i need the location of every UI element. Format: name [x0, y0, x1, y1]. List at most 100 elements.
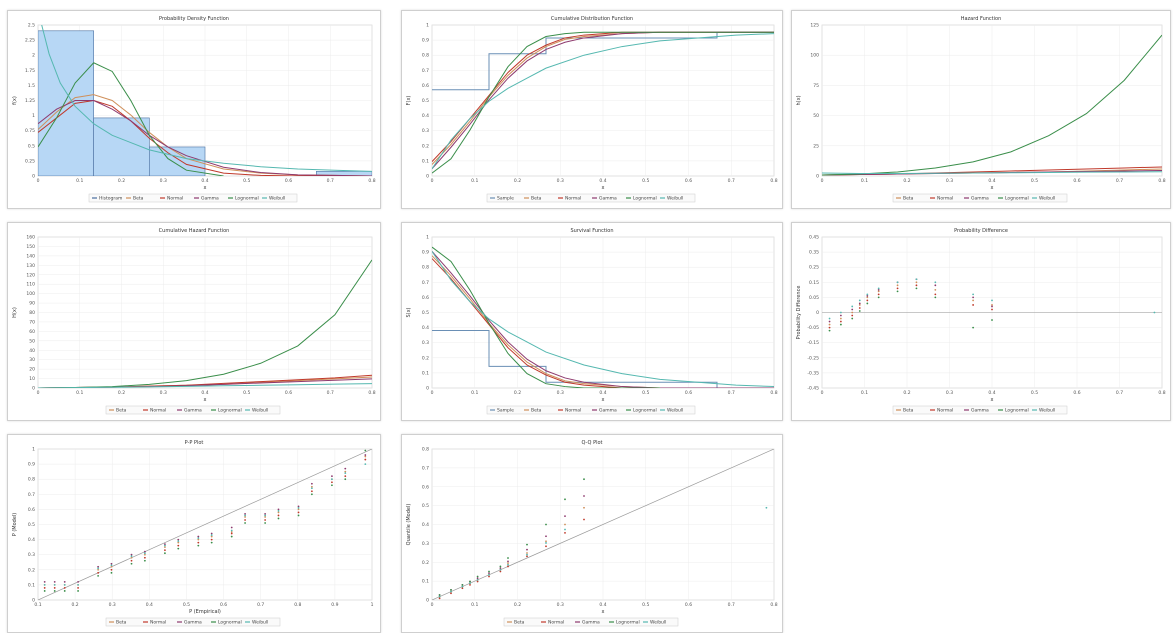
data-point [450, 589, 452, 591]
x-tick-label: 0.4 [146, 602, 153, 608]
y-tick-label: 0.7 [28, 492, 35, 498]
series-line [432, 258, 774, 388]
x-tick-label: 0.4 [599, 390, 606, 396]
x-tick-label: 0.2 [514, 390, 521, 396]
chart-panel: Q-Q Plot 0 0.1 0.2 0.3 0.4 0.5 0.6 0.7 0.8 0 0.1 0.2… [401, 434, 783, 633]
x-tick-label: 1 [371, 602, 374, 608]
data-point [177, 540, 180, 543]
data-point [344, 467, 347, 470]
legend-item: Weibull [252, 408, 268, 414]
y-tick-label: 1.25 [25, 98, 35, 104]
x-tick-label: 0.8 [368, 178, 375, 184]
data-point [197, 544, 200, 547]
y-tick-label: 0 [426, 174, 429, 180]
data-point [264, 516, 267, 518]
data-point [331, 475, 333, 478]
y-tick-label: 2.25 [25, 38, 35, 44]
y-tick-label: 0.25 [25, 158, 35, 164]
data-point [310, 482, 313, 485]
data-point [828, 323, 831, 326]
data-point [499, 570, 502, 573]
y-tick-label: 0.2 [28, 567, 35, 573]
chart-title: Q-Q Plot [581, 440, 602, 446]
data-point [915, 278, 918, 281]
x-tick-label: 0.7 [728, 390, 735, 396]
y-tick-label: 1.5 [28, 83, 35, 89]
x-axis-label: x [991, 397, 994, 403]
data-point [277, 514, 280, 517]
plot-content [38, 449, 372, 600]
data-point [564, 531, 566, 534]
data-point [43, 587, 46, 589]
y-tick-label: 0.7 [422, 280, 429, 286]
y-tick-label: 150 [26, 244, 35, 250]
series-line [432, 31, 774, 174]
data-point [828, 317, 831, 320]
y-tick-label: 0 [816, 310, 819, 316]
data-point [297, 514, 300, 517]
data-point [344, 470, 347, 473]
x-tick-label: 0.5 [642, 390, 649, 396]
x-tick-label: 0.3 [109, 602, 116, 608]
legend-item: Beta [531, 196, 542, 202]
data-point [77, 580, 79, 583]
data-point [499, 567, 502, 570]
data-point [828, 326, 831, 329]
plot-content [432, 246, 774, 388]
data-point [972, 326, 975, 329]
x-tick-label: 0 [431, 602, 434, 608]
x-tick-label: 0.3 [160, 178, 167, 184]
data-point [164, 552, 166, 555]
data-point [310, 487, 313, 490]
x-tick-label: 0.1 [76, 390, 83, 396]
y-axis-label: P (Model) [12, 513, 18, 537]
legend-item: Histogram [99, 196, 122, 202]
x-tick-label: 0.8 [1158, 178, 1165, 184]
data-point [177, 538, 180, 541]
legend-item: Gamma [599, 408, 617, 414]
x-axis-label: x [602, 185, 605, 191]
x-tick-label: 0.2 [903, 390, 910, 396]
histogram-bar [316, 171, 372, 176]
data-point [583, 518, 585, 521]
legend [486, 405, 696, 415]
legend-item: Gamma [971, 408, 989, 414]
x-tick-label: 0.2 [903, 178, 910, 184]
data-point [526, 548, 528, 551]
legend-item: Beta [116, 408, 127, 414]
data-point [583, 495, 585, 497]
data-point [210, 532, 213, 535]
data-point [297, 505, 300, 508]
data-point [130, 553, 133, 556]
y-tick-label: 0.4 [422, 113, 429, 119]
data-point [526, 555, 528, 558]
data-point [476, 575, 479, 578]
y-tick-label: 25 [813, 143, 819, 149]
plot-content [822, 278, 1162, 332]
data-point [77, 584, 79, 586]
y-tick-label: 80 [29, 310, 35, 316]
data-point [97, 568, 100, 571]
x-tick-label: 0.6 [1073, 390, 1080, 396]
x-tick-label: 0.3 [557, 602, 564, 608]
x-tick-label: 0.6 [285, 178, 292, 184]
y-tick-label: 140 [26, 253, 35, 259]
y-tick-label: 20 [29, 367, 35, 373]
x-tick-label: 0.1 [861, 390, 868, 396]
y-tick-label: 100 [26, 291, 35, 297]
y-tick-label: 0 [816, 174, 819, 180]
legend-item: Weibull [1039, 196, 1055, 202]
x-tick-label: 0.2 [514, 602, 521, 608]
legend-item: Gamma [201, 196, 219, 202]
y-tick-label: 0.75 [25, 128, 35, 134]
y-tick-label: 0.5 [422, 310, 429, 316]
data-point [53, 584, 56, 586]
data-point [488, 573, 490, 576]
data-point [230, 531, 233, 533]
y-tick-label: 120 [26, 272, 35, 278]
y-tick-label: 70 [29, 319, 35, 325]
y-tick-label: 0 [32, 174, 35, 180]
chart-panel: Survival Function 0 0.1 0.2 0.3 0.4 0.5 0.6 0.7 0… [401, 222, 783, 421]
y-tick-label: 0.3 [422, 340, 429, 346]
y-tick-label: 0 [426, 386, 429, 392]
